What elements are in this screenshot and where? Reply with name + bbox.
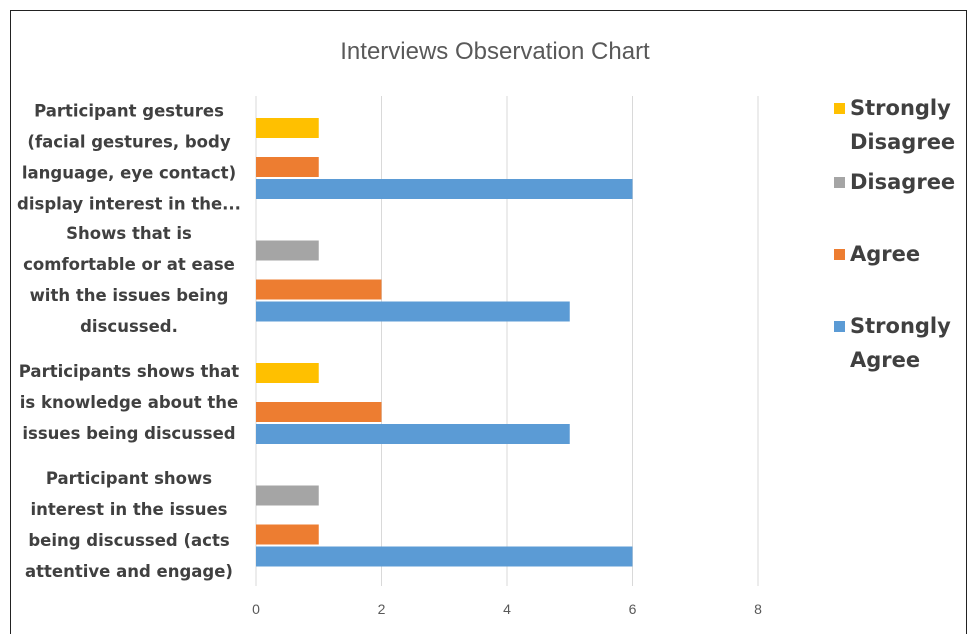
category-label-1-line-2: (facial gestures, body	[27, 133, 230, 152]
bars	[256, 118, 633, 567]
gridlines	[255, 96, 759, 586]
category-label-2-line-2: comfortable or at ease	[23, 255, 235, 274]
category-label-4-line-1: Participant shows	[46, 469, 212, 488]
legend-label-strongly-agree-line-1: Strongly	[850, 314, 951, 338]
bar-agree-4	[256, 524, 319, 545]
bar-disagree-2	[256, 240, 319, 261]
bar-strongly-agree-4	[256, 546, 633, 567]
category-label-3-line-3: issues being discussed	[22, 424, 235, 443]
legend: Strongly Disagree Disagree Agree Strongly Agr…	[834, 96, 955, 372]
bar-disagree-4	[256, 485, 319, 506]
category-label-2-line-3: with the issues being	[30, 286, 229, 305]
bar-strongly-disagree-1	[256, 118, 319, 138]
x-tick-6: 6	[629, 601, 637, 617]
category-label-3-line-1: Participants shows that	[19, 362, 240, 381]
bar-strongly-agree-2	[256, 301, 570, 322]
category-labels: Participant gestures (facial gestures, bo…	[17, 102, 241, 582]
legend-swatch-agree	[834, 249, 845, 260]
category-label-2-line-1: Shows that is	[66, 224, 192, 243]
bar-strongly-agree-3	[256, 424, 570, 444]
x-axis-ticks: 0 2 4 6 8	[252, 601, 762, 617]
bar-strongly-disagree-3	[256, 363, 319, 383]
legend-label-strongly-disagree-line-2: Disagree	[850, 130, 955, 154]
category-label-4-line-4: attentive and engage)	[25, 562, 233, 581]
category-label-1-line-4: display interest in the...	[17, 195, 241, 214]
category-label-3-line-2: is knowledge about the	[20, 393, 238, 412]
bar-agree-2	[256, 279, 382, 300]
category-label-2-line-4: discussed.	[80, 317, 178, 336]
bar-agree-3	[256, 402, 382, 422]
chart-frame: Interviews Observation Chart Participant…	[10, 10, 967, 634]
legend-label-disagree-line-1: Disagree	[850, 170, 955, 194]
category-label-4-line-2: interest in the issues	[30, 500, 227, 519]
x-tick-2: 2	[378, 601, 386, 617]
category-label-1-line-3: language, eye contact)	[22, 164, 236, 183]
category-label-4-line-3: being discussed (acts	[28, 531, 230, 550]
legend-label-strongly-disagree-line-1: Strongly	[850, 96, 951, 120]
x-tick-8: 8	[754, 601, 762, 617]
x-tick-4: 4	[503, 601, 511, 617]
chart-title: Interviews Observation Chart	[340, 38, 650, 65]
category-label-1-line-1: Participant gestures	[34, 102, 224, 121]
x-tick-0: 0	[252, 601, 260, 617]
bar-strongly-agree-1	[256, 179, 633, 199]
legend-swatch-disagree	[834, 177, 845, 188]
legend-swatch-strongly-disagree	[834, 103, 845, 114]
legend-swatch-strongly-agree	[834, 321, 845, 332]
legend-label-strongly-agree-line-2: Agree	[850, 348, 920, 372]
bar-agree-1	[256, 157, 319, 177]
bar-chart: Interviews Observation Chart Participant…	[17, 38, 955, 617]
legend-label-agree-line-1: Agree	[850, 242, 920, 266]
